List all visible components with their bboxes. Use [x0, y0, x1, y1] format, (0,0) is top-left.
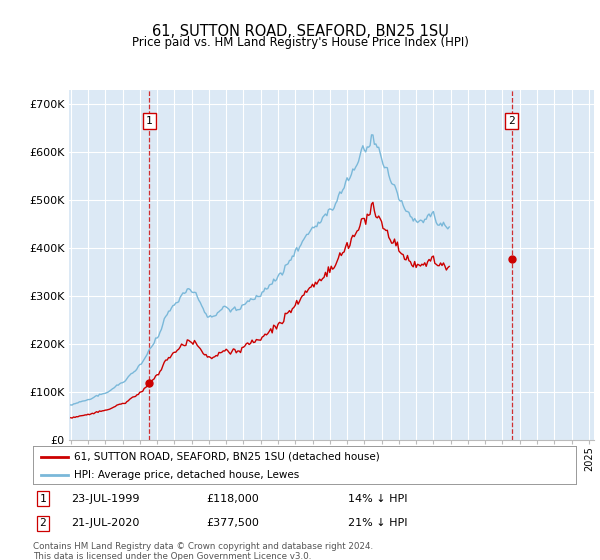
- Text: 2: 2: [40, 518, 46, 528]
- Text: 1: 1: [146, 116, 152, 126]
- Text: 23-JUL-1999: 23-JUL-1999: [71, 493, 140, 503]
- Text: 14% ↓ HPI: 14% ↓ HPI: [348, 493, 407, 503]
- Text: £377,500: £377,500: [207, 518, 260, 528]
- Text: 21% ↓ HPI: 21% ↓ HPI: [348, 518, 407, 528]
- Text: 1: 1: [40, 493, 46, 503]
- Text: £118,000: £118,000: [207, 493, 260, 503]
- Text: 61, SUTTON ROAD, SEAFORD, BN25 1SU: 61, SUTTON ROAD, SEAFORD, BN25 1SU: [152, 24, 448, 39]
- Text: Contains HM Land Registry data © Crown copyright and database right 2024.
This d: Contains HM Land Registry data © Crown c…: [33, 542, 373, 560]
- Text: Price paid vs. HM Land Registry's House Price Index (HPI): Price paid vs. HM Land Registry's House …: [131, 36, 469, 49]
- Text: 61, SUTTON ROAD, SEAFORD, BN25 1SU (detached house): 61, SUTTON ROAD, SEAFORD, BN25 1SU (deta…: [74, 452, 379, 462]
- Text: HPI: Average price, detached house, Lewes: HPI: Average price, detached house, Lewe…: [74, 470, 299, 480]
- Text: 2: 2: [509, 116, 515, 126]
- Text: 21-JUL-2020: 21-JUL-2020: [71, 518, 139, 528]
